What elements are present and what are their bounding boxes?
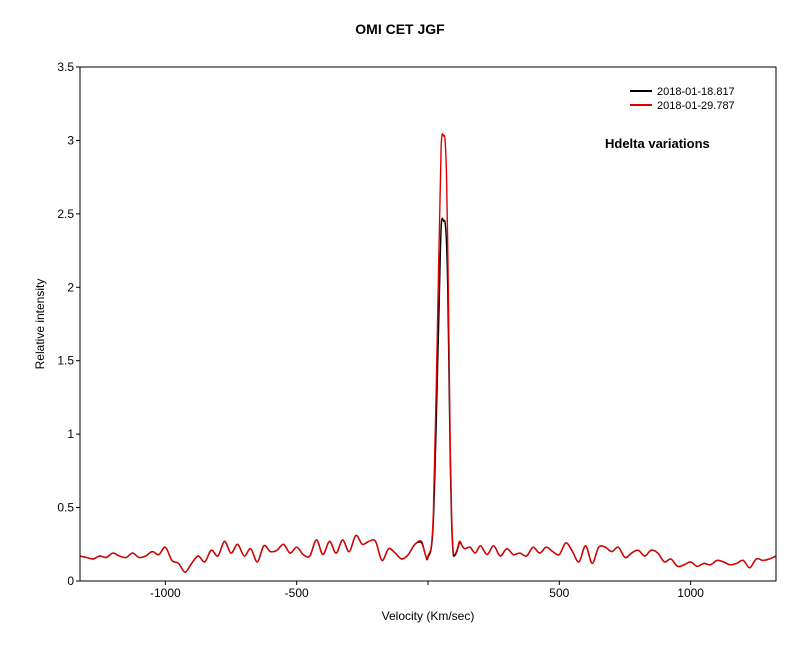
x-tick-label: -1000 — [150, 586, 181, 600]
x-tick-label: -500 — [285, 586, 309, 600]
y-tick-label: 0.5 — [57, 501, 74, 515]
chart-title: OMI CET JGF — [355, 21, 445, 37]
legend-label-0: 2018-01-18.817 — [657, 86, 735, 98]
y-tick-label: 2.5 — [57, 207, 74, 221]
y-tick-label: 0 — [67, 574, 74, 588]
series-line-1 — [80, 133, 776, 573]
legend: 2018-01-18.817 2018-01-29.787 — [630, 86, 735, 112]
y-axis: 0 0.5 1 1.5 2 2.5 3 3.5 — [57, 60, 80, 588]
y-axis-label: Relative intensity — [33, 279, 47, 370]
x-tick-label: 500 — [549, 586, 569, 600]
y-tick-label: 3.5 — [57, 60, 74, 74]
series-line-0 — [80, 217, 776, 573]
legend-label-1: 2018-01-29.787 — [657, 100, 735, 112]
y-tick-label: 1.5 — [57, 354, 74, 368]
x-axis-label: Velocity (Km/sec) — [382, 609, 475, 623]
x-axis: -1000 -500 500 1000 — [150, 581, 704, 600]
y-tick-label: 1 — [67, 427, 74, 441]
x-tick-label: 1000 — [677, 586, 704, 600]
y-tick-label: 3 — [67, 133, 74, 147]
y-tick-label: 2 — [67, 280, 74, 294]
chart-annotation: Hdelta variations — [605, 136, 710, 151]
series-layer — [80, 133, 776, 573]
